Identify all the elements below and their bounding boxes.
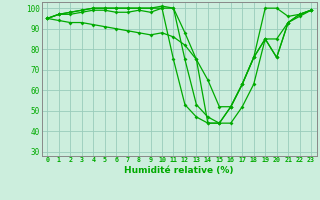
X-axis label: Humidité relative (%): Humidité relative (%) <box>124 166 234 175</box>
